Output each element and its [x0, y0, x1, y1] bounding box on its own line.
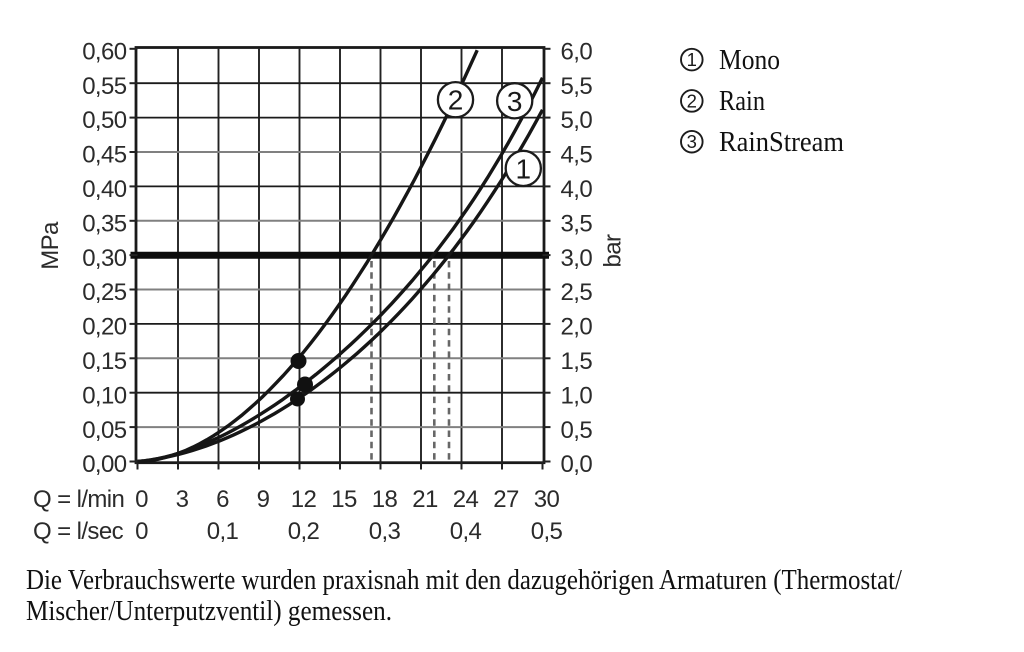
svg-text:0,45: 0,45: [82, 142, 127, 169]
svg-text:5,0: 5,0: [561, 107, 593, 134]
svg-text:Rain: Rain: [719, 86, 765, 117]
svg-text:Q = l/sec: Q = l/sec: [33, 518, 124, 545]
svg-text:2: 2: [687, 90, 697, 111]
svg-text:4,5: 4,5: [561, 142, 593, 169]
svg-text:0,1: 0,1: [207, 518, 239, 545]
svg-text:2,0: 2,0: [561, 314, 593, 341]
svg-text:30: 30: [534, 486, 560, 513]
svg-text:12: 12: [291, 486, 317, 513]
svg-text:1,0: 1,0: [561, 382, 593, 409]
svg-text:bar: bar: [600, 234, 627, 267]
svg-text:Mono: Mono: [719, 45, 780, 76]
svg-text:1: 1: [687, 49, 697, 70]
svg-text:15: 15: [331, 486, 357, 513]
svg-text:0,40: 0,40: [82, 176, 127, 203]
svg-text:Die Verbrauchswerte wurden pra: Die Verbrauchswerte wurden praxisnah mit…: [26, 565, 902, 596]
svg-text:0,4: 0,4: [450, 518, 482, 545]
svg-text:5,5: 5,5: [561, 73, 593, 100]
svg-text:0,00: 0,00: [82, 451, 127, 478]
svg-text:0,05: 0,05: [82, 417, 127, 444]
svg-text:6,0: 6,0: [561, 38, 593, 65]
svg-text:0,20: 0,20: [82, 314, 127, 341]
svg-text:2: 2: [448, 85, 464, 116]
svg-text:0,2: 0,2: [288, 518, 320, 545]
svg-text:0,50: 0,50: [82, 107, 127, 134]
svg-text:0,5: 0,5: [531, 518, 563, 545]
svg-text:0,30: 0,30: [82, 245, 127, 272]
svg-text:3: 3: [687, 131, 697, 152]
svg-text:0,3: 0,3: [369, 518, 401, 545]
svg-text:4,0: 4,0: [561, 176, 593, 203]
svg-text:18: 18: [372, 486, 398, 513]
svg-text:0,25: 0,25: [82, 279, 127, 306]
svg-text:0,60: 0,60: [82, 38, 127, 65]
svg-text:3,5: 3,5: [561, 211, 593, 238]
svg-text:Mischer/Unterputzventil) gemes: Mischer/Unterputzventil) gemessen.: [26, 596, 392, 627]
svg-text:24: 24: [453, 486, 479, 513]
svg-text:MPa: MPa: [37, 221, 64, 270]
svg-text:0: 0: [135, 518, 148, 545]
svg-text:Q = l/min: Q = l/min: [33, 486, 124, 513]
svg-text:0,35: 0,35: [82, 211, 127, 238]
svg-text:0,15: 0,15: [82, 348, 127, 375]
svg-text:0,0: 0,0: [561, 451, 593, 478]
svg-text:3: 3: [176, 486, 189, 513]
svg-text:21: 21: [412, 486, 438, 513]
svg-text:0,5: 0,5: [561, 417, 593, 444]
svg-text:0: 0: [135, 486, 148, 513]
svg-text:RainStream: RainStream: [719, 127, 844, 158]
svg-text:0,55: 0,55: [82, 73, 127, 100]
svg-text:1: 1: [516, 153, 532, 184]
svg-text:6: 6: [216, 486, 229, 513]
svg-text:3,0: 3,0: [561, 245, 593, 272]
svg-text:27: 27: [493, 486, 519, 513]
svg-text:3: 3: [507, 86, 523, 117]
svg-text:0,10: 0,10: [82, 382, 127, 409]
svg-text:2,5: 2,5: [561, 279, 593, 306]
svg-text:9: 9: [257, 486, 270, 513]
svg-text:1,5: 1,5: [561, 348, 593, 375]
